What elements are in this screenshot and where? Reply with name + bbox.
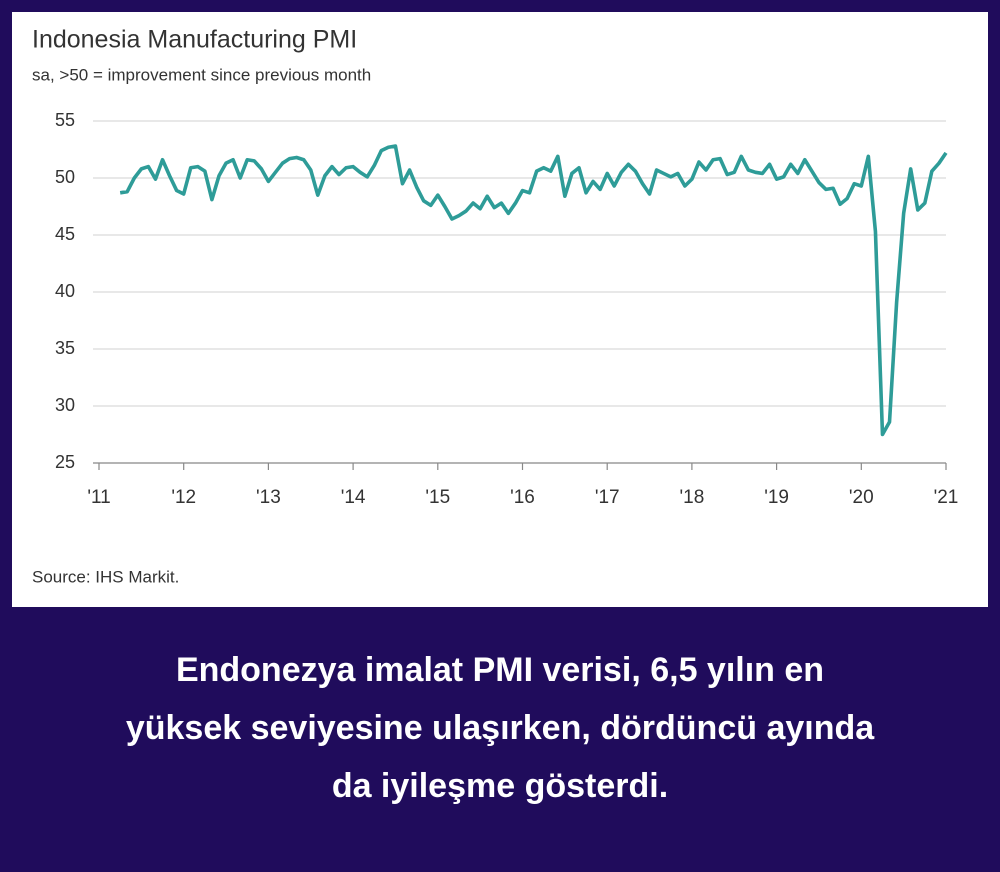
y-tick-label: 30 [55, 395, 75, 415]
x-tick-label: '12 [171, 487, 196, 508]
chart-title: Indonesia Manufacturing PMI [32, 26, 357, 54]
chart-panel [12, 12, 988, 607]
chart-subtitle: sa, >50 = improvement since previous mon… [32, 65, 371, 84]
x-tick-label: '20 [849, 487, 874, 508]
caption-line: yüksek seviyesine ulaşırken, dördüncü ay… [126, 709, 875, 747]
y-tick-label: 40 [55, 281, 75, 301]
x-tick-label: '16 [510, 487, 535, 508]
source: Source: IHS Markit. [32, 567, 179, 586]
x-tick-label: '14 [341, 487, 366, 508]
x-tick-label: '17 [595, 487, 620, 508]
x-tick-label: '21 [934, 487, 959, 508]
y-tick-label: 25 [55, 452, 75, 472]
data-line [119, 144, 948, 437]
x-tick-label: '11 [87, 487, 110, 508]
x-tick-label: '13 [256, 487, 281, 508]
x-tick-label: '19 [764, 487, 789, 508]
y-tick-label: 35 [55, 338, 75, 358]
caption-line: Endonezya imalat PMI verisi, 6,5 yılın e… [176, 651, 824, 689]
caption-line: da iyileşme gösterdi. [332, 767, 668, 805]
y-tick-label: 55 [55, 110, 75, 130]
y-tick-label: 50 [55, 167, 75, 187]
y-tick-label: 45 [55, 224, 75, 244]
x-tick-label: '15 [425, 487, 450, 508]
x-tick-label: '18 [680, 487, 705, 508]
